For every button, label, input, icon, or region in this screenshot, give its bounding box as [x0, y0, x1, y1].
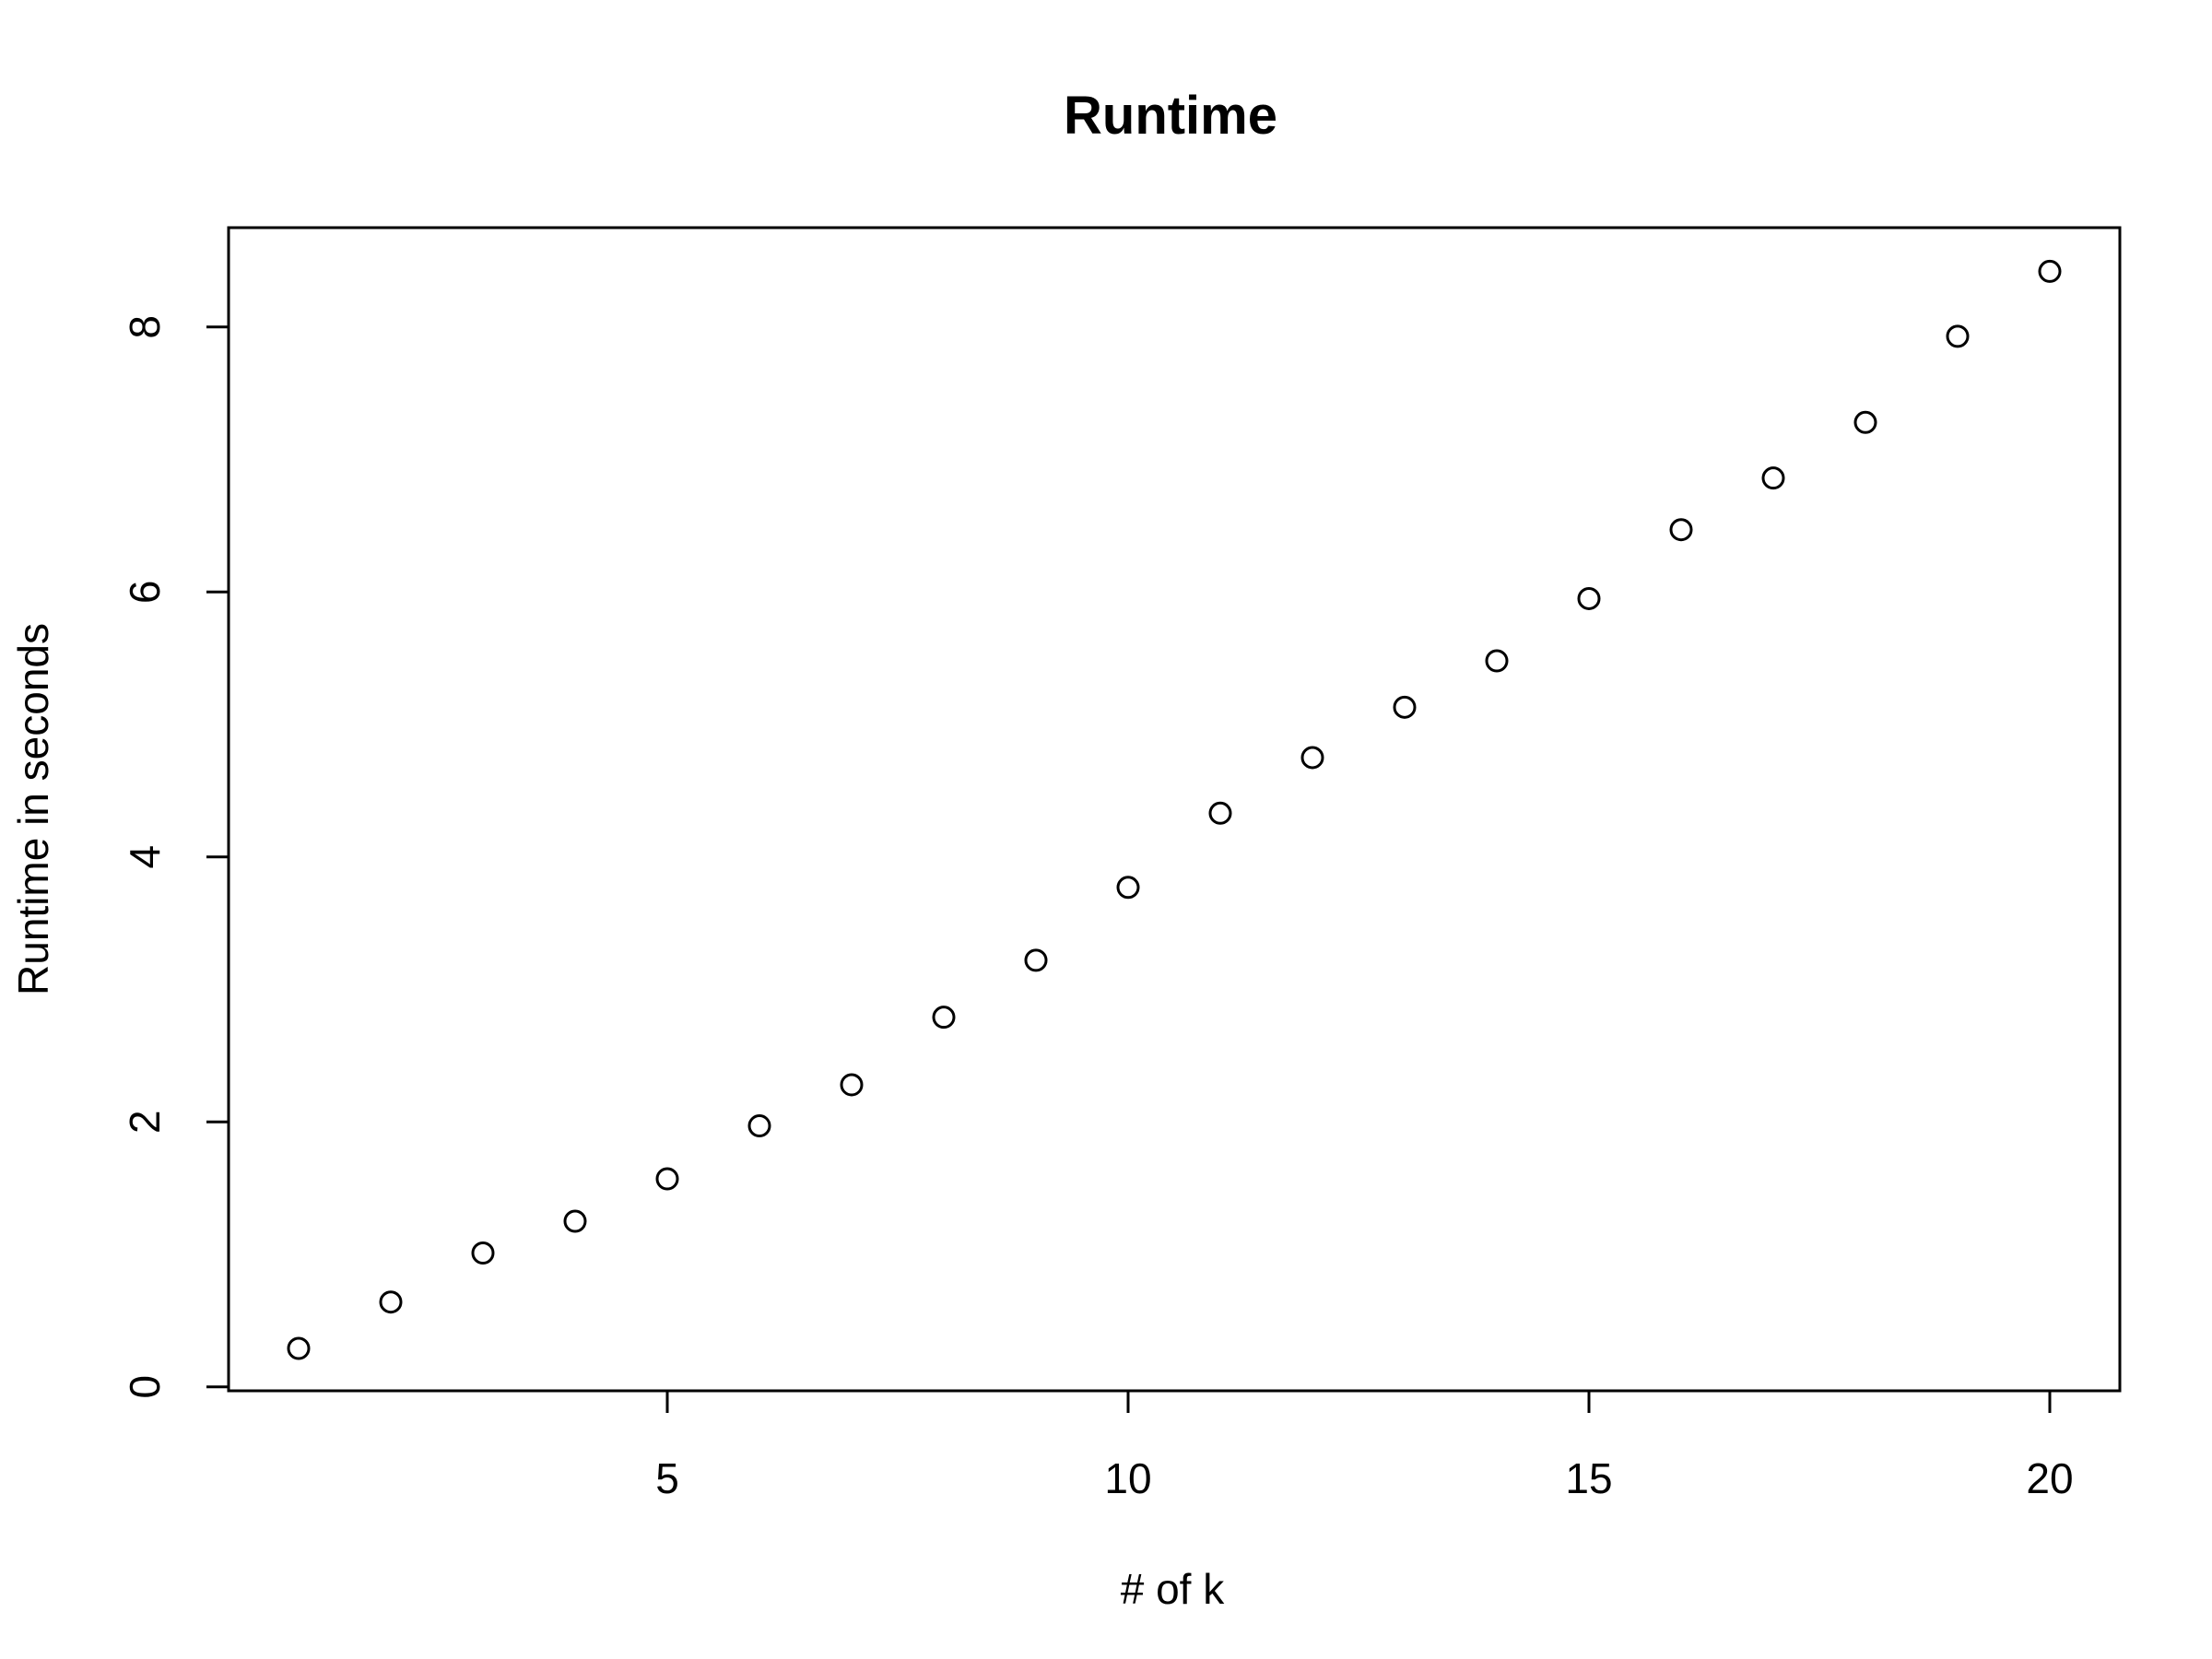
data-point — [471, 1241, 495, 1265]
y-tick-label: 4 — [121, 845, 169, 869]
y-tick-label: 6 — [121, 580, 169, 604]
data-point — [1946, 324, 1970, 348]
data-point — [1300, 746, 1324, 770]
plot-area-border — [227, 226, 2122, 1393]
data-point — [2038, 259, 2062, 283]
data-point — [655, 1167, 679, 1191]
data-point — [1116, 876, 1140, 900]
data-points — [287, 259, 2062, 1360]
data-point — [932, 1006, 956, 1030]
data-point — [379, 1290, 403, 1314]
data-point — [287, 1336, 311, 1360]
data-point — [1669, 518, 1693, 542]
data-point — [1208, 801, 1232, 825]
y-axis: 0 2 4 6 8 — [121, 315, 230, 1399]
y-axis-label: Runtime in seconds — [9, 623, 57, 995]
data-point — [1393, 695, 1417, 719]
y-tick-label: 0 — [121, 1375, 169, 1399]
x-axis: 5 10 15 20 — [655, 1389, 2074, 1502]
data-point — [1761, 466, 1785, 490]
x-tick-label: 5 — [655, 1454, 679, 1502]
chart-title: Runtime — [1064, 86, 1277, 146]
y-tick-label: 2 — [121, 1110, 169, 1134]
data-point — [1024, 948, 1048, 972]
data-point — [1577, 586, 1601, 610]
x-axis-label: # of k — [1121, 1565, 1226, 1613]
x-tick-label: 10 — [1104, 1454, 1151, 1502]
x-tick-label: 20 — [2026, 1454, 2073, 1502]
data-point — [1485, 649, 1509, 673]
data-point — [747, 1114, 771, 1138]
data-point — [563, 1209, 587, 1233]
y-tick-label: 8 — [121, 315, 169, 339]
data-point — [1853, 410, 1877, 434]
data-point — [840, 1073, 864, 1097]
x-tick-label: 15 — [1565, 1454, 1612, 1502]
